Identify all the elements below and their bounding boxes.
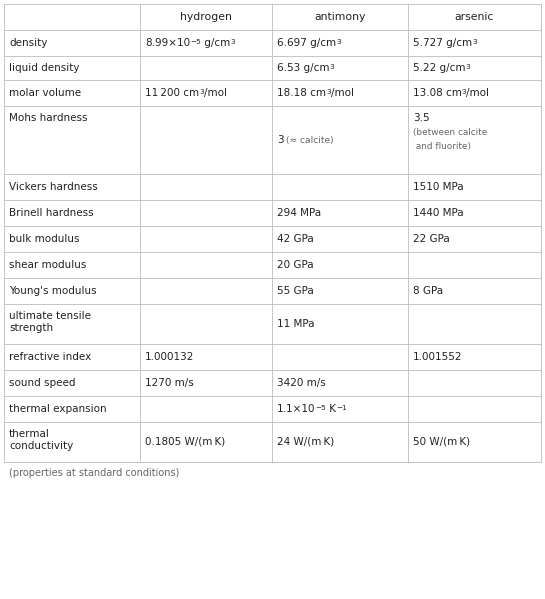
Text: 0.1805 W/(m K): 0.1805 W/(m K) bbox=[145, 437, 225, 447]
Text: 3.5: 3.5 bbox=[413, 113, 429, 123]
Text: 3: 3 bbox=[330, 63, 334, 69]
Text: 6.697 g/cm: 6.697 g/cm bbox=[277, 38, 336, 48]
Text: 3: 3 bbox=[465, 63, 470, 69]
Text: bulk modulus: bulk modulus bbox=[9, 234, 80, 244]
Text: /mol: /mol bbox=[467, 88, 489, 98]
Text: 20 GPa: 20 GPa bbox=[277, 260, 313, 270]
Text: 3: 3 bbox=[472, 38, 477, 44]
Text: 5.22 g/cm: 5.22 g/cm bbox=[413, 63, 465, 73]
Text: 6.53 g/cm: 6.53 g/cm bbox=[277, 63, 330, 73]
Text: thermal: thermal bbox=[9, 429, 50, 439]
Text: Brinell hardness: Brinell hardness bbox=[9, 208, 94, 218]
Text: 3: 3 bbox=[462, 89, 467, 95]
Text: 24 W/(m K): 24 W/(m K) bbox=[277, 437, 334, 447]
Text: 18.18 cm: 18.18 cm bbox=[277, 88, 326, 98]
Text: arsenic: arsenic bbox=[455, 12, 494, 22]
Text: (properties at standard conditions): (properties at standard conditions) bbox=[9, 468, 179, 478]
Text: density: density bbox=[9, 38, 47, 48]
Text: 3: 3 bbox=[230, 38, 235, 44]
Text: 13.08 cm: 13.08 cm bbox=[413, 88, 462, 98]
Text: 1.001552: 1.001552 bbox=[413, 352, 463, 362]
Text: 11 MPa: 11 MPa bbox=[277, 319, 314, 329]
Text: strength: strength bbox=[9, 323, 53, 333]
Text: 3: 3 bbox=[326, 89, 331, 95]
Text: molar volume: molar volume bbox=[9, 88, 81, 98]
Text: 1440 MPa: 1440 MPa bbox=[413, 208, 464, 218]
Text: 1510 MPa: 1510 MPa bbox=[413, 182, 464, 192]
Text: liquid density: liquid density bbox=[9, 63, 80, 73]
Text: /mol: /mol bbox=[204, 88, 227, 98]
Text: −5: −5 bbox=[316, 404, 326, 410]
Text: sound speed: sound speed bbox=[9, 378, 76, 388]
Text: 1.000132: 1.000132 bbox=[145, 352, 195, 362]
Text: 42 GPa: 42 GPa bbox=[277, 234, 314, 244]
Text: Mohs hardness: Mohs hardness bbox=[9, 113, 88, 123]
Text: 8.99×10: 8.99×10 bbox=[145, 38, 190, 48]
Text: (≈ calcite): (≈ calcite) bbox=[286, 135, 333, 144]
Text: K: K bbox=[326, 404, 336, 414]
Text: 294 MPa: 294 MPa bbox=[277, 208, 321, 218]
Text: 1270 m/s: 1270 m/s bbox=[145, 378, 194, 388]
Text: shear modulus: shear modulus bbox=[9, 260, 86, 270]
Text: ultimate tensile: ultimate tensile bbox=[9, 311, 91, 321]
Text: −5: −5 bbox=[190, 38, 201, 44]
Text: Young's modulus: Young's modulus bbox=[9, 286, 96, 296]
Text: Vickers hardness: Vickers hardness bbox=[9, 182, 98, 192]
Text: 1.1×10: 1.1×10 bbox=[277, 404, 316, 414]
Text: thermal expansion: thermal expansion bbox=[9, 404, 107, 414]
Text: 50 W/(m K): 50 W/(m K) bbox=[413, 437, 470, 447]
Text: and fluorite): and fluorite) bbox=[413, 141, 471, 150]
Text: 3: 3 bbox=[336, 38, 341, 44]
Text: 55 GPa: 55 GPa bbox=[277, 286, 314, 296]
Text: 3: 3 bbox=[277, 135, 283, 145]
Text: 3420 m/s: 3420 m/s bbox=[277, 378, 326, 388]
Text: 8 GPa: 8 GPa bbox=[413, 286, 443, 296]
Text: g/cm: g/cm bbox=[201, 38, 230, 48]
Text: 11 200 cm: 11 200 cm bbox=[145, 88, 199, 98]
Text: refractive index: refractive index bbox=[9, 352, 91, 362]
Text: (between calcite: (between calcite bbox=[413, 129, 487, 138]
Text: 3: 3 bbox=[199, 89, 204, 95]
Text: hydrogen: hydrogen bbox=[180, 12, 232, 22]
Text: 5.727 g/cm: 5.727 g/cm bbox=[413, 38, 472, 48]
Text: /mol: /mol bbox=[331, 88, 354, 98]
Text: conductivity: conductivity bbox=[9, 441, 73, 451]
Text: 22 GPa: 22 GPa bbox=[413, 234, 450, 244]
Text: antimony: antimony bbox=[314, 12, 366, 22]
Text: −1: −1 bbox=[336, 404, 347, 410]
